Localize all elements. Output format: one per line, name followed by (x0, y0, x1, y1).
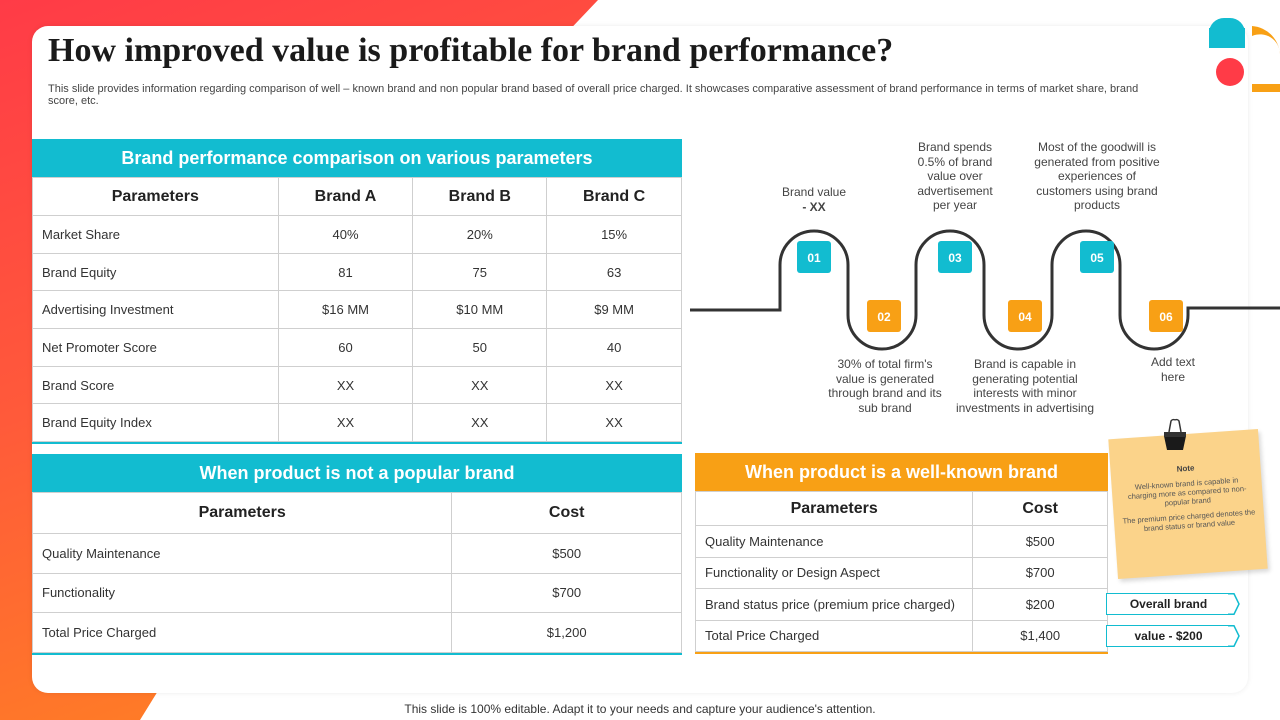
note-paragraph: Well-known brand is capable in charging … (1127, 475, 1247, 508)
table-cell: XX (412, 403, 548, 443)
table-cell: $1,400 (972, 619, 1108, 652)
well-known-table-heading: When product is a well-known brand (695, 453, 1108, 491)
note-paragraph: The premium price charged denotes the br… (1122, 507, 1256, 534)
column-header: Cost (451, 492, 682, 534)
page-title: How improved value is profitable for bra… (48, 32, 894, 69)
table-cell: $9 MM (546, 290, 682, 330)
table-row: Total Price Charged $1,200 (31, 612, 682, 653)
table-cell: XX (277, 365, 414, 405)
column-header: Brand C (546, 177, 682, 216)
step-number: 02 (877, 310, 891, 324)
step-number: 05 (1090, 251, 1104, 265)
footer-text: This slide is 100% editable. Adapt it to… (404, 702, 876, 716)
step-1-line2: - XX (802, 199, 826, 214)
table-cell: Market Share (32, 215, 279, 254)
column-header: Brand A (277, 177, 414, 216)
column-header: Cost (972, 491, 1108, 526)
step-badge: 01 (797, 241, 831, 273)
table-row: Total Price Charged $1,400 (694, 619, 1108, 652)
table-cell: 50 (412, 328, 548, 367)
table-row: Functionality $700 (31, 572, 682, 613)
step-number: 03 (948, 251, 962, 265)
tag-arrow-icon (1228, 625, 1240, 647)
step-badge: 03 (938, 241, 972, 273)
table-cell: 15% (546, 215, 682, 254)
table-row: Brand Equity 81 75 63 (32, 252, 682, 292)
column-header: Parameters (31, 492, 453, 534)
step-number: 01 (807, 251, 821, 265)
step-number: 06 (1159, 310, 1173, 324)
table-row: Brand Equity Index XX XX XX (32, 403, 682, 443)
step-badge: 05 (1080, 241, 1114, 273)
step-5-text: Most of the goodwill is generated from p… (1034, 140, 1160, 212)
brand-logo-icon (1209, 18, 1280, 92)
table-cell: Brand Score (32, 365, 279, 405)
table-row: Advertising Investment $16 MM $10 MM $9 … (32, 290, 682, 330)
table-cell: XX (546, 403, 682, 443)
table-cell: Quality Maintenance (31, 533, 453, 574)
table-cell: 40 (546, 328, 682, 367)
step-4-text: Brand is capable in generating potential… (955, 357, 1095, 415)
step-2-text: 30% of total firm's value is generated t… (828, 357, 942, 415)
table-cell: XX (412, 365, 548, 405)
table-cell: $700 (451, 572, 682, 613)
table-cell: 40% (277, 215, 414, 254)
brand-value-flow: 01 02 03 04 05 06 (690, 229, 1280, 351)
table-cell: XX (277, 403, 414, 443)
table-cell: Quality Maintenance (694, 525, 974, 558)
step-badge: 04 (1008, 300, 1042, 332)
table-cell: XX (546, 365, 682, 405)
not-popular-table-heading: When product is not a popular brand (32, 454, 682, 492)
tag-arrow-icon (1228, 593, 1240, 615)
table-row: Brand status price (premium price charge… (694, 588, 1108, 621)
step-badge: 02 (867, 300, 901, 332)
table-cell: Net Promoter Score (32, 328, 279, 367)
column-header: Parameters (694, 491, 974, 526)
step-3-text: Brand spends 0.5% of brand value over ad… (917, 140, 993, 212)
flow-line (690, 229, 1280, 351)
overall-brand-tag: Overall brand (1106, 593, 1230, 615)
table-cell: $1,200 (451, 612, 682, 653)
table-cell: Functionality or Design Aspect (694, 556, 974, 589)
step-1-text: Brand value - XX (764, 185, 864, 214)
table-cell: $500 (972, 525, 1108, 558)
step-1-line1: Brand value (781, 185, 847, 199)
table-cell: $16 MM (277, 290, 414, 330)
step-badge: 06 (1149, 300, 1183, 332)
table-cell: 60 (277, 328, 414, 367)
table-cell: Brand Equity Index (32, 403, 279, 443)
table-cell: $700 (972, 556, 1108, 589)
table-cell: 81 (277, 252, 414, 292)
table-cell: 63 (546, 252, 682, 292)
table-cell: 75 (412, 252, 548, 292)
not-popular-brand-table: When product is not a popular brand Para… (31, 454, 682, 655)
value-tag: value - $200 (1106, 625, 1230, 647)
performance-table: Brand performance comparison on various … (32, 139, 682, 445)
table-cell: Functionality (31, 572, 453, 613)
table-cell: $500 (451, 533, 682, 574)
table-row: Quality Maintenance $500 (31, 533, 682, 574)
table-cell: $10 MM (412, 290, 548, 330)
binder-clip-icon (1164, 418, 1186, 450)
table-row: Functionality or Design Aspect $700 (694, 556, 1108, 589)
table-cell: Advertising Investment (32, 290, 279, 330)
table-cell: Total Price Charged (694, 619, 974, 652)
well-known-brand-table: When product is a well-known brand Param… (694, 453, 1108, 654)
table-cell: Brand status price (premium price charge… (694, 588, 974, 621)
page-subtitle: This slide provides information regardin… (48, 83, 1139, 107)
table-row: Brand Score XX XX XX (32, 365, 682, 405)
column-header: Brand B (412, 177, 548, 216)
table-cell: Total Price Charged (31, 612, 453, 653)
table-cell: 20% (412, 215, 548, 254)
performance-table-heading: Brand performance comparison on various … (32, 139, 682, 177)
table-cell: $200 (972, 588, 1108, 621)
table-row: Net Promoter Score 60 50 40 (32, 328, 682, 367)
table-row: Market Share 40% 20% 15% (32, 215, 682, 254)
column-header: Parameters (32, 177, 279, 216)
table-cell: Brand Equity (32, 252, 279, 292)
step-number: 04 (1018, 310, 1032, 324)
table-row: Quality Maintenance $500 (694, 525, 1108, 558)
step-6-text: Add text here (1150, 355, 1196, 384)
